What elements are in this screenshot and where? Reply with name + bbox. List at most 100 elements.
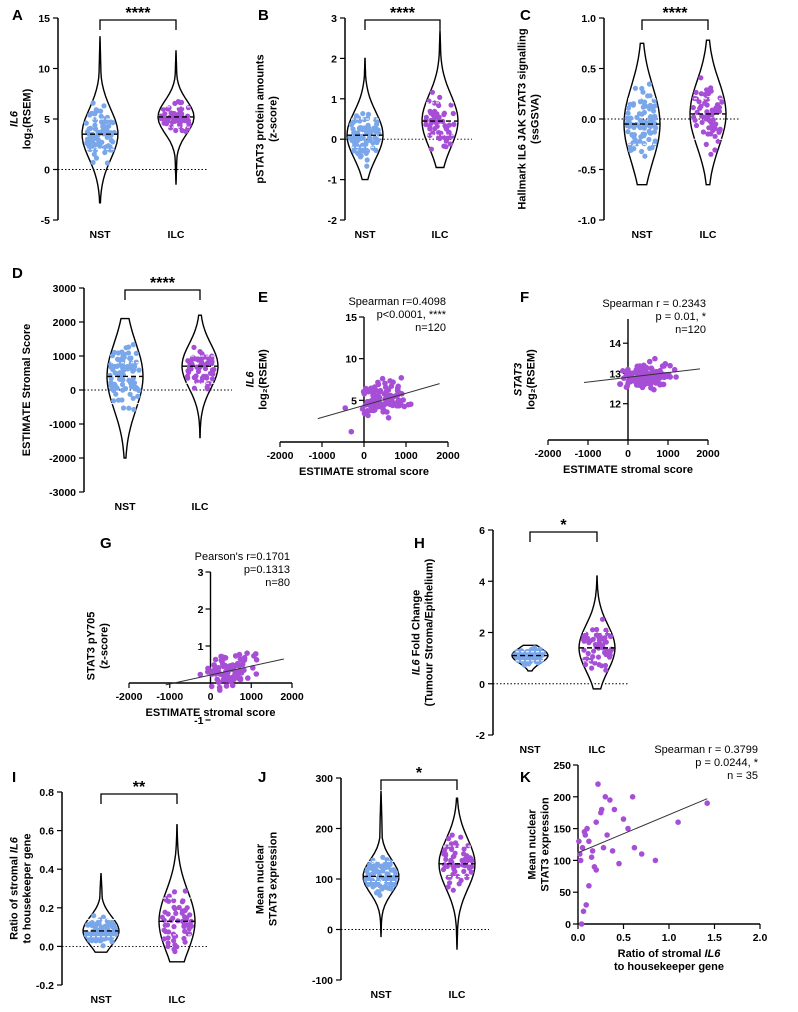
data-point	[363, 141, 369, 147]
data-point	[690, 105, 696, 111]
data-point	[625, 110, 631, 116]
data-point	[342, 405, 349, 411]
data-point	[370, 390, 377, 397]
data-point	[87, 146, 93, 152]
data-point	[220, 654, 227, 660]
data-point	[111, 398, 117, 404]
data-point	[458, 834, 464, 840]
data-point	[162, 922, 168, 928]
data-point	[208, 669, 215, 675]
data-point	[592, 660, 598, 666]
data-point	[673, 374, 679, 380]
data-point	[123, 345, 129, 351]
significance-label: **	[133, 779, 146, 796]
data-point	[209, 376, 215, 382]
data-point	[171, 904, 177, 910]
data-point	[109, 939, 115, 945]
data-point	[698, 75, 704, 81]
panel-label: A	[12, 7, 23, 24]
data-point	[208, 683, 215, 690]
data-point	[443, 138, 449, 144]
data-point	[205, 665, 211, 672]
data-point	[161, 917, 167, 923]
data-point	[638, 366, 645, 373]
violin-nst	[362, 790, 400, 938]
data-point	[197, 671, 204, 678]
data-point	[171, 924, 177, 930]
data-point	[627, 378, 634, 385]
data-point	[719, 99, 725, 105]
y-axis-label-line: IL6	[245, 371, 257, 388]
violin-ilc	[578, 575, 616, 690]
data-point	[455, 873, 461, 879]
data-point	[444, 844, 450, 850]
significance-label: ****	[390, 5, 416, 22]
data-point	[714, 102, 721, 108]
data-point	[173, 127, 179, 134]
data-point	[103, 144, 109, 150]
data-point	[675, 819, 681, 825]
x-tick-label: -1000	[575, 448, 602, 460]
data-point	[647, 118, 653, 124]
data-point	[133, 350, 139, 356]
data-point	[88, 934, 94, 940]
data-point	[360, 111, 366, 117]
data-point	[374, 868, 380, 874]
data-point	[441, 110, 447, 116]
x-tick-label: NST	[355, 229, 377, 241]
y-tick-label: 14	[609, 338, 621, 350]
data-point	[90, 159, 96, 166]
y-tick-label: 5	[44, 114, 50, 126]
data-point	[172, 100, 178, 106]
data-point	[131, 406, 137, 413]
data-point	[361, 117, 367, 123]
data-point	[185, 922, 191, 928]
data-point	[355, 150, 361, 156]
data-point	[370, 140, 376, 146]
y-tick-label: 6	[479, 525, 485, 537]
data-point	[540, 650, 546, 656]
x-tick-label: 1.0	[662, 932, 677, 944]
y-tick-label: -1	[328, 175, 337, 187]
data-point	[377, 883, 383, 889]
data-point	[233, 662, 239, 669]
data-point	[652, 103, 658, 109]
data-point	[89, 136, 95, 142]
data-point	[710, 127, 716, 134]
data-point	[642, 153, 648, 159]
data-point	[520, 656, 527, 663]
data-point	[387, 861, 393, 868]
y-tick-label: 15	[38, 13, 50, 25]
data-point	[131, 380, 137, 386]
data-point	[602, 662, 609, 669]
data-point	[599, 616, 606, 622]
data-point	[173, 910, 179, 917]
data-point	[185, 105, 191, 111]
data-point	[130, 395, 136, 401]
data-point	[182, 888, 188, 894]
data-point	[181, 908, 188, 914]
data-point	[223, 683, 230, 689]
data-point	[625, 129, 631, 135]
data-point	[586, 883, 592, 889]
data-point	[441, 862, 448, 868]
data-point	[602, 639, 608, 645]
y-tick-label: 3000	[53, 283, 77, 295]
significance-bracket	[124, 289, 201, 300]
data-point	[638, 851, 645, 857]
data-point	[352, 117, 358, 123]
data-point	[461, 868, 467, 875]
data-point	[365, 122, 371, 128]
data-point	[100, 124, 106, 130]
data-point	[163, 897, 170, 903]
data-point	[83, 120, 89, 126]
x-tick-label: 0	[361, 450, 367, 462]
data-point	[365, 412, 371, 419]
y-tick-label: 100	[553, 855, 571, 867]
data-point	[128, 355, 134, 361]
data-point	[212, 664, 218, 670]
data-point	[432, 126, 438, 132]
data-point	[709, 122, 715, 128]
data-point	[119, 381, 126, 388]
data-point	[641, 102, 648, 108]
